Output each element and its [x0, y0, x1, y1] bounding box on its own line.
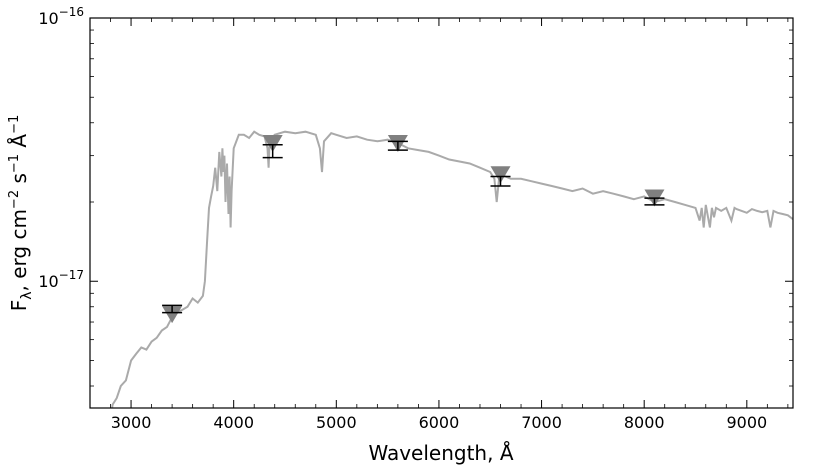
model-marker	[490, 166, 511, 184]
observed-point	[387, 140, 408, 151]
x-tick-label: 8000	[624, 413, 665, 432]
spectrum-line	[111, 130, 793, 408]
x-axis-label: Wavelength, Å	[368, 441, 513, 465]
observed-point	[490, 175, 511, 187]
y-tick-label: 10−16	[38, 5, 84, 28]
x-tick-label: 7000	[521, 413, 562, 432]
x-tick-label: 5000	[316, 413, 357, 432]
x-tick-label: 9000	[726, 413, 767, 432]
plot-frame	[89, 17, 794, 409]
y-tick-label: 10−17	[38, 268, 84, 291]
observed-point	[162, 304, 183, 314]
x-tick-label: 3000	[111, 413, 152, 432]
x-tick-label: 6000	[419, 413, 460, 432]
y-axis-label: Fλ, erg cm−2 s−1 Å−1	[7, 115, 35, 312]
observed-point	[644, 197, 665, 206]
observed-point	[262, 144, 283, 159]
model-marker	[262, 135, 283, 153]
model-marker	[162, 306, 183, 324]
x-tick-label: 4000	[213, 413, 254, 432]
